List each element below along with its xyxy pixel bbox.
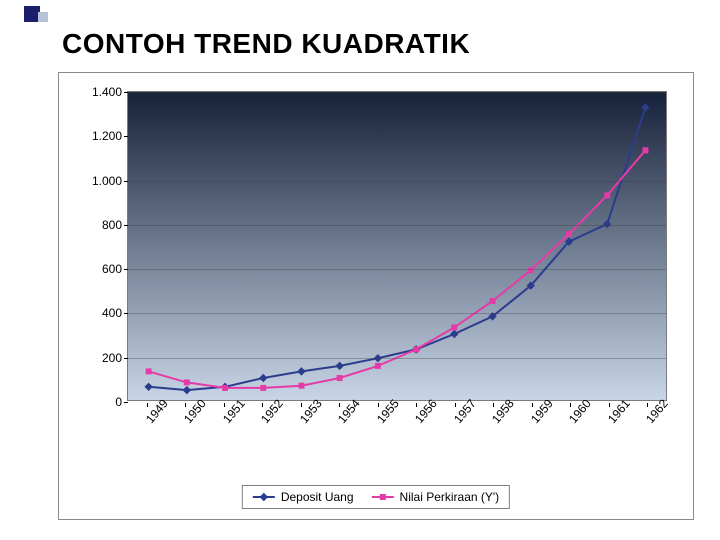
x-tick <box>378 403 379 407</box>
gridline <box>128 358 666 359</box>
x-tick <box>532 403 533 407</box>
y-tick <box>124 92 128 93</box>
x-tick <box>147 403 148 407</box>
y-axis-label: 0 <box>115 395 122 409</box>
legend-label: Nilai Perkiraan (Y') <box>400 490 500 504</box>
chart-series-svg <box>128 92 666 400</box>
x-tick <box>185 403 186 407</box>
series-marker <box>642 147 648 153</box>
series-marker <box>337 375 343 381</box>
y-tick <box>124 269 128 270</box>
y-axis-label: 600 <box>102 262 122 276</box>
x-tick <box>647 403 648 407</box>
gridline <box>128 136 666 137</box>
page-title: CONTOH TREND KUADRATIK <box>62 28 470 60</box>
series-marker <box>260 385 266 391</box>
series-line <box>149 107 646 390</box>
series-marker <box>298 383 304 389</box>
series-marker <box>297 367 305 375</box>
legend-label: Deposit Uang <box>281 490 354 504</box>
x-tick <box>416 403 417 407</box>
x-tick <box>455 403 456 407</box>
series-marker <box>641 103 649 111</box>
series-marker <box>222 385 228 391</box>
x-tick <box>262 403 263 407</box>
series-marker <box>259 374 267 382</box>
series-marker <box>146 368 152 374</box>
series-marker <box>183 386 191 394</box>
series-marker <box>490 298 496 304</box>
x-tick <box>609 403 610 407</box>
y-axis-label: 1.000 <box>92 174 122 188</box>
plot-area: 02004006008001.0001.2001.400 <box>127 91 667 401</box>
y-axis-label: 800 <box>102 218 122 232</box>
x-tick <box>224 403 225 407</box>
series-marker <box>184 379 190 385</box>
legend-swatch <box>372 492 394 502</box>
y-axis-label: 200 <box>102 351 122 365</box>
series-marker <box>375 363 381 369</box>
y-tick <box>124 136 128 137</box>
chart-container: 02004006008001.0001.2001.400 19491950195… <box>58 72 694 520</box>
x-axis-labels: 1949195019511952195319541955195619571958… <box>127 403 667 463</box>
legend-item: Nilai Perkiraan (Y') <box>372 490 500 504</box>
gridline <box>128 181 666 182</box>
gridline <box>128 313 666 314</box>
series-marker <box>451 324 457 330</box>
gridline <box>128 92 666 93</box>
x-tick <box>570 403 571 407</box>
series-marker <box>566 231 572 237</box>
legend-swatch <box>253 492 275 502</box>
series-marker <box>413 346 419 352</box>
series-marker <box>450 330 458 338</box>
series-marker <box>604 192 610 198</box>
gridline <box>128 225 666 226</box>
y-tick <box>124 313 128 314</box>
x-tick <box>339 403 340 407</box>
legend-item: Deposit Uang <box>253 490 354 504</box>
y-axis-label: 1.400 <box>92 85 122 99</box>
y-tick <box>124 358 128 359</box>
y-tick <box>124 225 128 226</box>
series-marker <box>528 267 534 273</box>
gridline <box>128 269 666 270</box>
y-axis-label: 400 <box>102 306 122 320</box>
slide-decoration <box>24 6 50 32</box>
series-marker <box>144 383 152 391</box>
legend: Deposit Uang Nilai Perkiraan (Y') <box>242 485 510 509</box>
x-tick <box>493 403 494 407</box>
x-tick <box>301 403 302 407</box>
series-marker <box>335 362 343 370</box>
y-axis-label: 1.200 <box>92 129 122 143</box>
y-tick <box>124 181 128 182</box>
